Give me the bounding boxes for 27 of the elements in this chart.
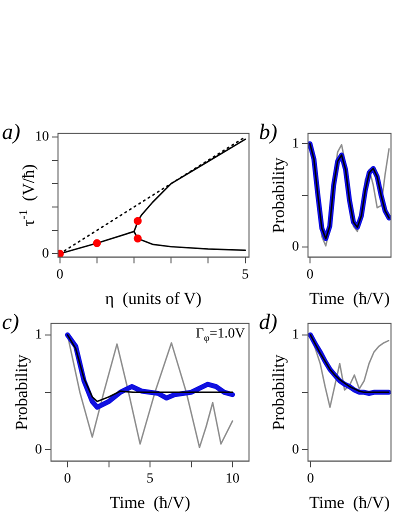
y-tick-label: 1	[292, 328, 299, 343]
y-tick-label: 0	[35, 442, 42, 458]
x-axis-title: Time (ħ/V)	[309, 289, 390, 308]
chart-title: c)	[2, 308, 20, 334]
y-tick-label: 1	[35, 328, 42, 343]
y-tick-label: 0	[292, 442, 299, 458]
x-axis-title: Time (ħ/V)	[309, 493, 390, 512]
x-tick-label: 5	[146, 471, 154, 486]
y-axis-title: Probability	[269, 157, 288, 234]
x-tick-label: 10	[226, 471, 240, 486]
y-axis-title: Probability	[269, 354, 288, 430]
x-tick-label: 0	[306, 471, 314, 486]
x-tick-label: 0	[56, 267, 64, 282]
x-tick-label: 0	[306, 267, 314, 282]
chart-title: d)	[259, 308, 278, 334]
x-axis-title: η (units of V)	[105, 289, 202, 308]
y-axis-title: Probability	[12, 354, 31, 430]
y-axis-title: τ-1 (V/ħ)	[16, 164, 38, 226]
chart-title: b)	[259, 118, 278, 144]
chart-title: a)	[2, 118, 20, 144]
y-tick-label: 1	[292, 136, 299, 152]
x-tick-label: 5	[242, 267, 249, 282]
x-tick-label: 0	[64, 471, 71, 486]
y-tick-label: 0	[42, 246, 49, 262]
y-tick-label: 10	[35, 130, 49, 145]
y-tick-label: 0	[292, 240, 299, 255]
x-axis-title: Time (ħ/V)	[110, 493, 190, 512]
